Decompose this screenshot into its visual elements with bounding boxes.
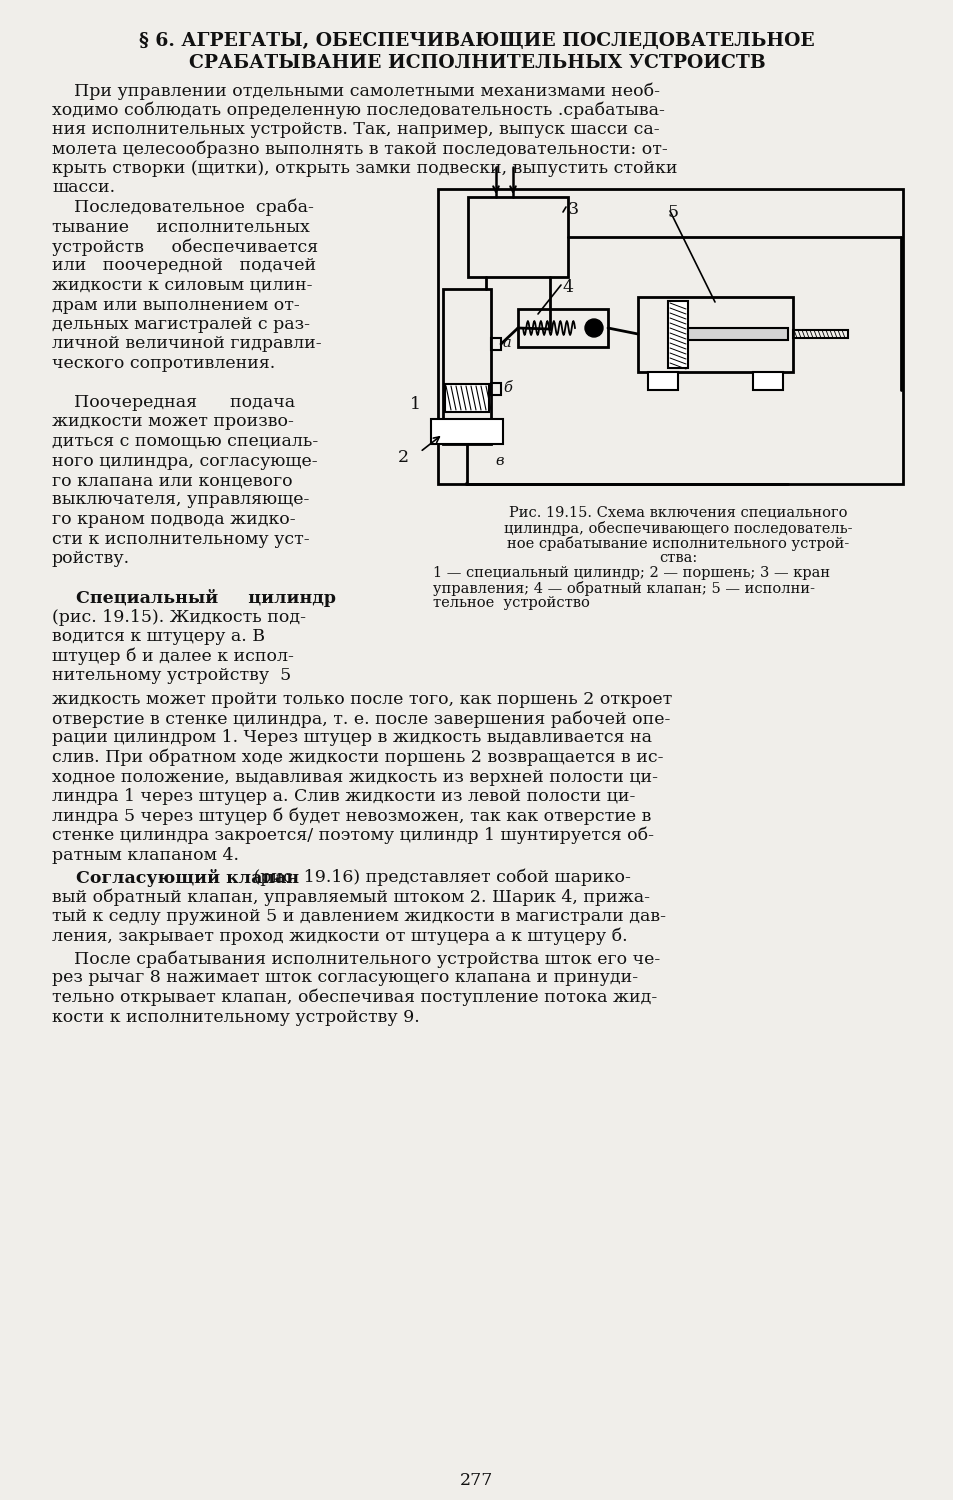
Bar (792, 330, 847, 338)
Text: 4: 4 (562, 279, 574, 296)
Bar (687, 328, 787, 340)
Text: жидкости к силовым цилин-: жидкости к силовым цилин- (52, 278, 313, 294)
Text: тельное  устройство: тельное устройство (433, 596, 589, 610)
Text: (рис. 19.16) представляет собой шарико-: (рис. 19.16) представляет собой шарико- (248, 868, 630, 886)
Text: го краном подвода жидко-: го краном подвода жидко- (52, 512, 295, 528)
Bar (442, 290, 491, 444)
Text: или   поочередной   подачей: или поочередной подачей (52, 258, 315, 274)
Text: линдра 1 через штуцер а. Слив жидкости из левой полости ци-: линдра 1 через штуцер а. Слив жидкости и… (52, 788, 635, 806)
Bar (647, 372, 678, 390)
Text: тый к седлу пружиной 5 и давлением жидкости в магистрали дав-: тый к седлу пружиной 5 и давлением жидко… (52, 908, 665, 926)
Bar (517, 309, 607, 347)
Bar (491, 338, 500, 350)
Text: СРАБАТЫВАНИЕ ИСПОЛНИТЕЛЬНЫХ УСТРОИСТВ: СРАБАТЫВАНИЕ ИСПОЛНИТЕЛЬНЫХ УСТРОИСТВ (189, 54, 764, 72)
Text: линдра 5 через штуцер б будет невозможен, так как отверстие в: линдра 5 через штуцер б будет невозможен… (52, 807, 651, 825)
Text: крыть створки (щитки), открыть замки подвески, выпустить стойки: крыть створки (щитки), открыть замки под… (52, 160, 677, 177)
Bar (444, 384, 489, 412)
Text: стенке цилиндра закроется/ поэтому цилиндр 1 шунтируется об-: стенке цилиндра закроется/ поэтому цилин… (52, 827, 654, 844)
Bar (667, 302, 687, 368)
Text: 277: 277 (460, 1472, 493, 1490)
Text: ходное положение, выдавливая жидкость из верхней полости ци-: ходное положение, выдавливая жидкость из… (52, 768, 658, 786)
Text: цилиндра, обеспечивающего последователь-: цилиндра, обеспечивающего последователь- (503, 520, 851, 536)
Text: (рис. 19.15). Жидкость под-: (рис. 19.15). Жидкость под- (52, 609, 306, 625)
Text: нительному устройству  5: нительному устройству 5 (52, 668, 291, 684)
Text: диться с помощью специаль-: диться с помощью специаль- (52, 433, 318, 450)
Text: отверстие в стенке цилиндра, т. е. после завершения рабочей опе-: отверстие в стенке цилиндра, т. е. после… (52, 710, 670, 728)
Text: ройству.: ройству. (52, 550, 130, 567)
Text: § 6. АГРЕГАТЫ, ОБЕСПЕЧИВАЮЩИЕ ПОСЛЕДОВАТЕЛЬНОЕ: § 6. АГРЕГАТЫ, ОБЕСПЕЧИВАЮЩИЕ ПОСЛЕДОВАТ… (139, 32, 814, 50)
Text: ное срабатывание исполнительного устрой-: ное срабатывание исполнительного устрой- (506, 536, 848, 550)
Bar (752, 372, 782, 390)
Text: жидкость может пройти только после того, как поршень 2 откроет: жидкость может пройти только после того,… (52, 690, 672, 708)
Text: а: а (502, 336, 511, 350)
Text: шасси.: шасси. (52, 180, 115, 196)
Text: молета целесообразно выполнять в такой последовательности: от-: молета целесообразно выполнять в такой п… (52, 141, 667, 158)
Text: Поочередная      подача: Поочередная подача (52, 394, 294, 411)
Text: ратным клапаном 4.: ратным клапаном 4. (52, 846, 239, 864)
Text: слив. При обратном ходе жидкости поршень 2 возвращается в ис-: слив. При обратном ходе жидкости поршень… (52, 748, 662, 766)
Text: сти к исполнительному уст-: сти к исполнительному уст- (52, 531, 310, 548)
Text: дельных магистралей с раз-: дельных магистралей с раз- (52, 316, 310, 333)
Text: Специальный     цилиндр: Специальный цилиндр (52, 590, 335, 608)
Text: вый обратный клапан, управляемый штоком 2. Шарик 4, прижа-: вый обратный клапан, управляемый штоком … (52, 888, 649, 906)
Text: Последовательное  сраба-: Последовательное сраба- (52, 200, 314, 216)
Text: 3: 3 (567, 201, 578, 217)
Text: ческого сопротивления.: ческого сопротивления. (52, 356, 275, 372)
Text: Согласующий клапан: Согласующий клапан (52, 868, 299, 886)
Text: При управлении отдельными самолетными механизмами необ-: При управлении отдельными самолетными ме… (52, 82, 659, 99)
Bar (638, 297, 792, 372)
Text: тельно открывает клапан, обеспечивая поступление потока жид-: тельно открывает клапан, обеспечивая пос… (52, 988, 657, 1006)
Text: выключателя, управляюще-: выключателя, управляюще- (52, 492, 309, 508)
Text: жидкости может произво-: жидкости может произво- (52, 414, 294, 430)
Bar (431, 419, 502, 444)
Text: кости к исполнительному устройству 9.: кости к исполнительному устройству 9. (52, 1008, 419, 1026)
Text: б: б (502, 381, 512, 394)
Text: управления; 4 — обратный клапан; 5 — исполни-: управления; 4 — обратный клапан; 5 — исп… (433, 580, 814, 596)
Text: ходимо соблюдать определенную последовательность .срабатыва-: ходимо соблюдать определенную последоват… (52, 102, 664, 118)
Text: личной величиной гидравли-: личной величиной гидравли- (52, 336, 321, 352)
Bar (468, 196, 567, 278)
Text: в: в (495, 454, 503, 468)
Text: водится к штуцеру а. В: водится к штуцеру а. В (52, 628, 265, 645)
Text: ного цилиндра, согласующе-: ного цилиндра, согласующе- (52, 453, 317, 470)
Text: Рис. 19.15. Схема включения специального: Рис. 19.15. Схема включения специального (508, 506, 846, 520)
Text: ства:: ства: (659, 550, 697, 566)
Text: 1 — специальный цилиндр; 2 — поршень; 3 — кран: 1 — специальный цилиндр; 2 — поршень; 3 … (433, 566, 829, 580)
Circle shape (584, 320, 602, 338)
Bar (437, 189, 902, 484)
Text: ления, закрывает проход жидкости от штуцера а к штуцеру б.: ления, закрывает проход жидкости от штуц… (52, 927, 627, 945)
Text: После срабатывания исполнительного устройства шток его че-: После срабатывания исполнительного устро… (52, 950, 659, 968)
Text: 1: 1 (410, 396, 420, 412)
Text: устройств     обеспечивается: устройств обеспечивается (52, 238, 317, 255)
Text: 5: 5 (667, 204, 679, 220)
Text: рации цилиндром 1. Через штуцер в жидкость выдавливается на: рации цилиндром 1. Через штуцер в жидкос… (52, 729, 651, 747)
Text: рез рычаг 8 нажимает шток согласующего клапана и принуди-: рез рычаг 8 нажимает шток согласующего к… (52, 969, 638, 987)
Text: драм или выполнением от-: драм или выполнением от- (52, 297, 299, 314)
Text: тывание     исполнительных: тывание исполнительных (52, 219, 310, 236)
Text: ния исполнительных устройств. Так, например, выпуск шасси са-: ния исполнительных устройств. Так, напри… (52, 122, 659, 138)
Text: штуцер б и далее к испол-: штуцер б и далее к испол- (52, 648, 294, 664)
Text: 2: 2 (397, 448, 409, 466)
Bar (491, 382, 500, 394)
Text: го клапана или концевого: го клапана или концевого (52, 472, 293, 489)
